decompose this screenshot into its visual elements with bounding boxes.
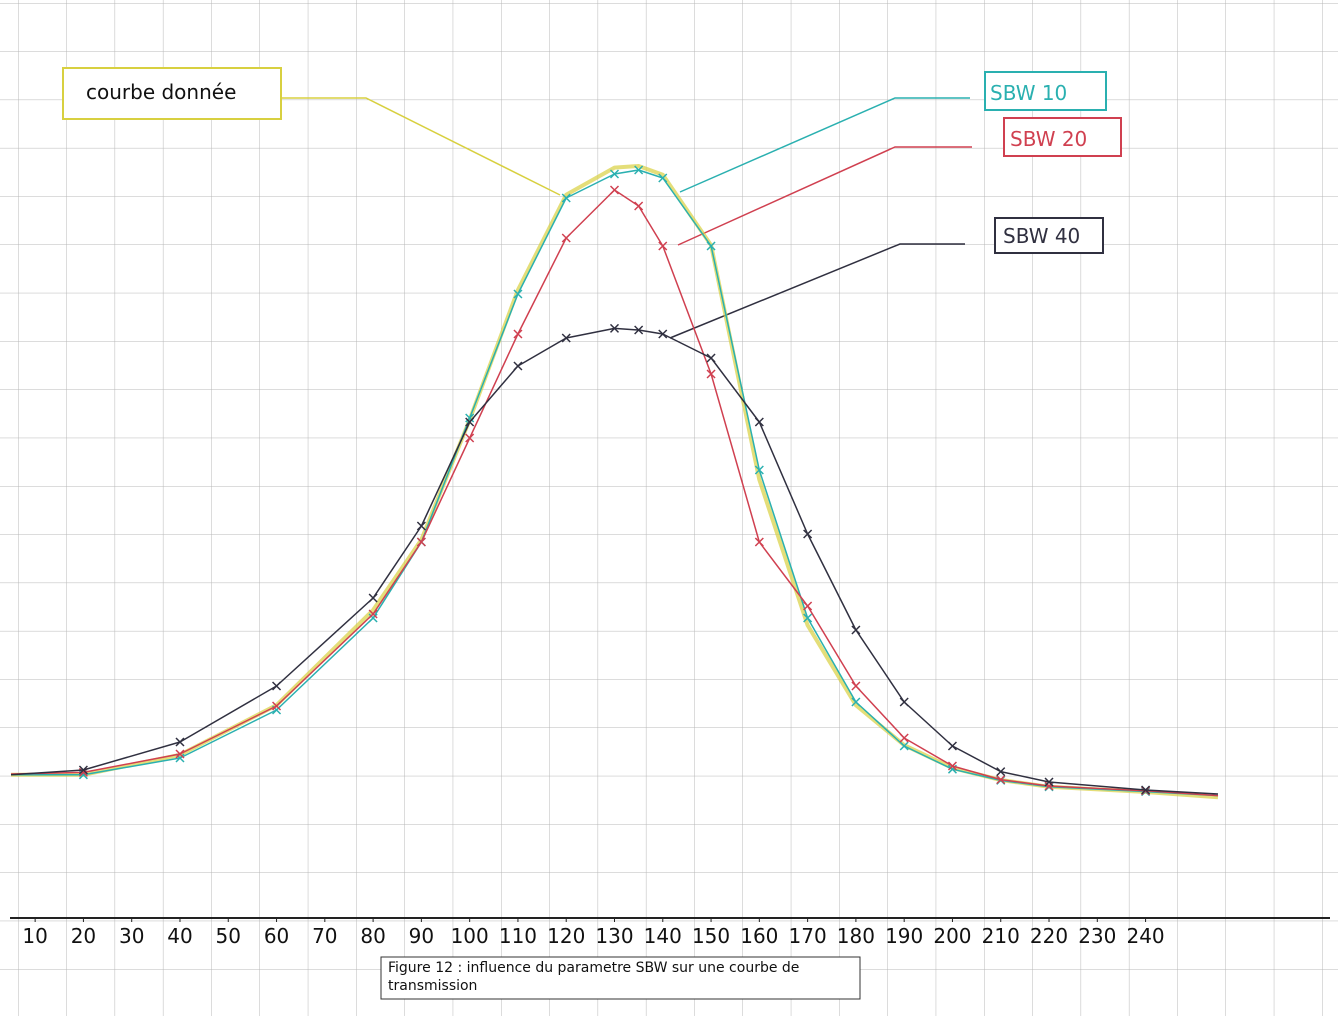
series-line — [10, 189, 1219, 797]
x-tick-label: 50 — [216, 924, 241, 948]
point — [803, 613, 813, 623]
point — [803, 601, 813, 611]
x-tick-label: 40 — [167, 924, 192, 948]
legend-box — [994, 217, 1104, 254]
x-tick-label: 10 — [22, 924, 47, 948]
point — [513, 289, 523, 299]
point — [272, 681, 282, 691]
x-tick-label: 30 — [119, 924, 144, 948]
series-line — [10, 327, 1219, 795]
x-tick-label: 60 — [264, 924, 289, 948]
point — [851, 625, 861, 635]
point — [513, 329, 523, 339]
x-tick-label: 120 — [547, 924, 585, 948]
x-tick-label: 210 — [982, 924, 1020, 948]
point — [803, 529, 813, 539]
point — [1044, 777, 1054, 787]
x-tick-label: 160 — [740, 924, 778, 948]
caption-box — [380, 956, 861, 1000]
legend-label: SBW 10 — [990, 81, 1067, 105]
x-tick-label: 110 — [499, 924, 537, 948]
point — [996, 775, 1006, 785]
point — [465, 433, 475, 443]
point — [609, 323, 620, 333]
legend-box — [984, 71, 1107, 111]
point — [634, 325, 644, 335]
x-tick-label: 180 — [837, 924, 875, 948]
point — [175, 737, 185, 747]
point — [899, 741, 909, 751]
point — [754, 537, 764, 547]
point — [78, 765, 88, 775]
point — [706, 353, 716, 363]
x-tick-label: 140 — [644, 924, 682, 948]
point — [609, 185, 620, 195]
point — [368, 613, 378, 623]
point — [658, 329, 668, 339]
point — [175, 749, 185, 759]
legend-box — [1003, 117, 1122, 157]
x-tick-label: 20 — [71, 924, 96, 948]
series-line — [11, 164, 1219, 800]
legend-label: SBW 40 — [1003, 224, 1080, 248]
x-tick-label: 70 — [312, 924, 337, 948]
point — [609, 169, 620, 179]
x-tick-label: 200 — [933, 924, 971, 948]
point — [561, 193, 571, 203]
point — [175, 753, 185, 763]
caption-wrap: Figure 12 : influence du parametre SBW s… — [388, 960, 800, 994]
x-tick-label: 220 — [1030, 924, 1068, 948]
x-tick-label: 80 — [360, 924, 385, 948]
point — [658, 241, 668, 251]
point — [634, 201, 644, 211]
annotation-box — [62, 67, 282, 120]
point — [368, 593, 378, 603]
point — [416, 521, 426, 531]
point — [465, 413, 475, 423]
annotation: courbe donnée — [86, 80, 236, 104]
point — [561, 233, 571, 243]
legend-label: SBW 20 — [1010, 127, 1087, 151]
point — [561, 333, 571, 343]
point — [851, 697, 861, 707]
point — [658, 173, 668, 183]
point — [416, 537, 426, 547]
point — [899, 697, 909, 707]
point — [947, 741, 957, 751]
x-tick-label: 190 — [885, 924, 923, 948]
leader-line — [679, 97, 970, 193]
point — [465, 417, 475, 427]
caption: Figure 12 : influence du parametre SBW s… — [388, 960, 800, 994]
leader-line — [281, 97, 561, 196]
point — [899, 733, 909, 743]
point — [1044, 781, 1054, 791]
leader-line — [677, 146, 972, 246]
x-tick-label: 240 — [1126, 924, 1164, 948]
point — [754, 465, 764, 475]
x-tick-label: 170 — [789, 924, 827, 948]
point — [947, 761, 957, 771]
point — [634, 165, 644, 175]
point — [706, 241, 716, 251]
point — [754, 417, 764, 427]
point — [513, 361, 523, 371]
x-tick-label: 100 — [451, 924, 489, 948]
x-tick-label: 130 — [595, 924, 633, 948]
series-line — [11, 169, 1219, 797]
point — [706, 369, 716, 379]
point — [996, 767, 1006, 777]
point — [851, 681, 861, 691]
point — [368, 609, 378, 619]
leader-line — [669, 243, 965, 339]
legend: courbe donnée SBW 10 SBW 20 SBW 40 — [62, 67, 1122, 339]
x-tick-label: 230 — [1078, 924, 1116, 948]
point — [1141, 785, 1151, 795]
x-tick-label: 90 — [409, 924, 434, 948]
x-tick-label: 150 — [692, 924, 730, 948]
point — [272, 701, 282, 711]
